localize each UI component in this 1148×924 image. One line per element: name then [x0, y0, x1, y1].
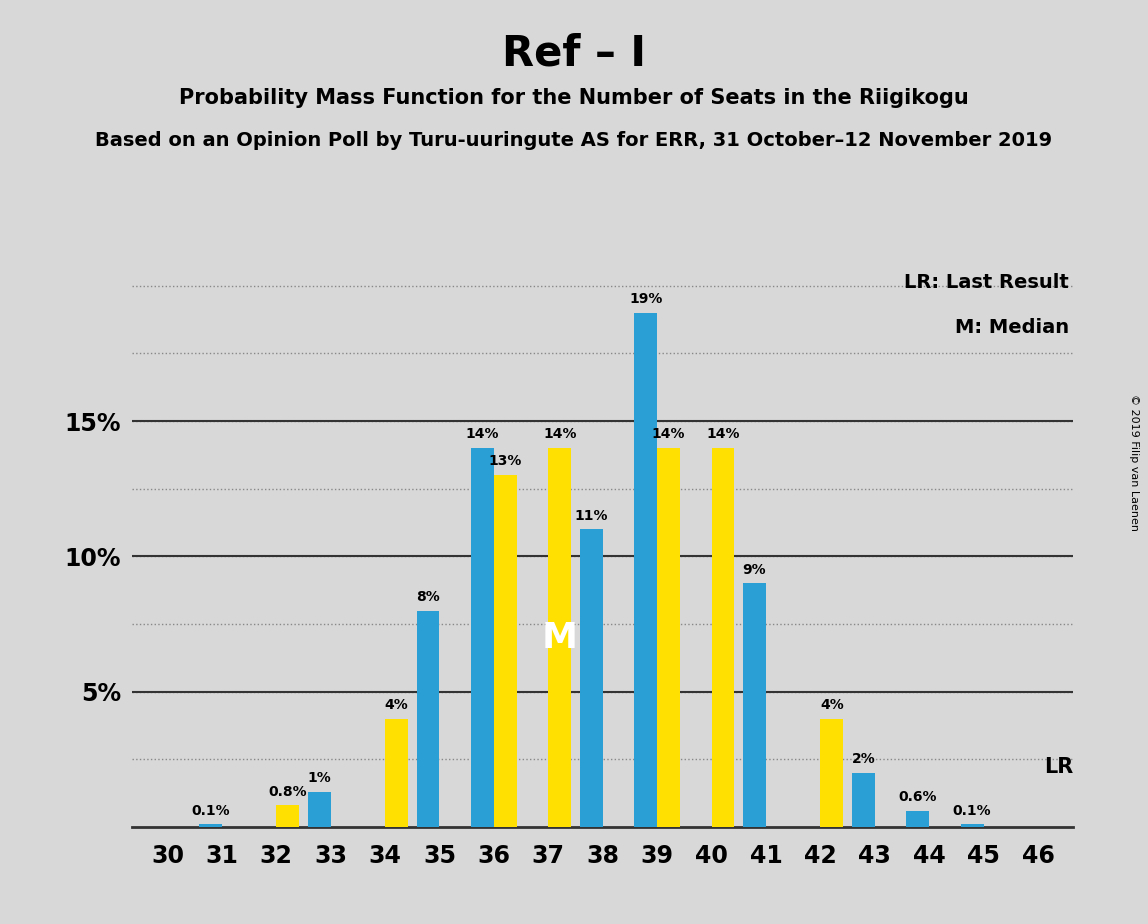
- Text: 14%: 14%: [466, 428, 499, 442]
- Text: 13%: 13%: [489, 455, 522, 468]
- Text: Ref – I: Ref – I: [502, 32, 646, 74]
- Text: © 2019 Filip van Laenen: © 2019 Filip van Laenen: [1130, 394, 1139, 530]
- Text: 14%: 14%: [652, 428, 685, 442]
- Bar: [494, 475, 517, 827]
- Text: 4%: 4%: [385, 698, 409, 712]
- Bar: [308, 792, 331, 827]
- Bar: [417, 611, 440, 827]
- Text: Probability Mass Function for the Number of Seats in the Riigikogu: Probability Mass Function for the Number…: [179, 88, 969, 108]
- Bar: [199, 824, 222, 827]
- Bar: [961, 824, 984, 827]
- Text: 0.6%: 0.6%: [899, 790, 937, 804]
- Bar: [580, 529, 603, 827]
- Text: M: Median: M: Median: [954, 319, 1069, 337]
- Text: 14%: 14%: [543, 428, 576, 442]
- Bar: [657, 448, 680, 827]
- Bar: [712, 448, 735, 827]
- Text: 0.8%: 0.8%: [269, 784, 307, 798]
- Bar: [277, 806, 300, 827]
- Text: LR: LR: [1045, 758, 1073, 777]
- Text: 2%: 2%: [852, 752, 875, 766]
- Text: Based on an Opinion Poll by Turu-uuringute AS for ERR, 31 October–12 November 20: Based on an Opinion Poll by Turu-uuringu…: [95, 131, 1053, 151]
- Bar: [743, 583, 766, 827]
- Bar: [634, 313, 657, 827]
- Text: 14%: 14%: [706, 428, 739, 442]
- Bar: [906, 810, 929, 827]
- Text: 8%: 8%: [417, 590, 440, 603]
- Bar: [821, 719, 844, 827]
- Text: 11%: 11%: [574, 508, 608, 523]
- Bar: [385, 719, 408, 827]
- Bar: [852, 772, 875, 827]
- Text: 0.1%: 0.1%: [191, 804, 230, 818]
- Text: 19%: 19%: [629, 292, 662, 306]
- Text: M: M: [542, 621, 577, 654]
- Text: 1%: 1%: [308, 771, 331, 785]
- Text: 0.1%: 0.1%: [953, 804, 992, 818]
- Text: LR: Last Result: LR: Last Result: [903, 273, 1069, 292]
- Text: 9%: 9%: [743, 563, 767, 577]
- Bar: [471, 448, 494, 827]
- Text: 4%: 4%: [820, 698, 844, 712]
- Bar: [549, 448, 572, 827]
